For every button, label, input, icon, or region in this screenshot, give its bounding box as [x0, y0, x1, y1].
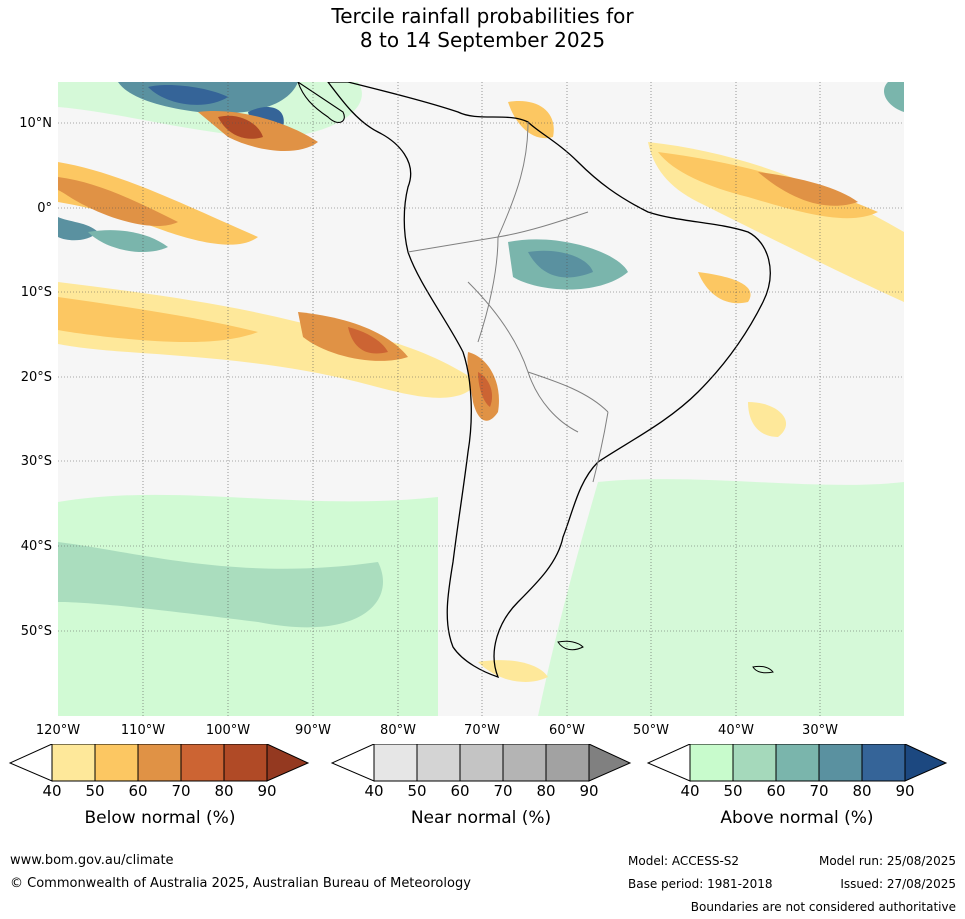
- lon-label-90w: 90°W: [295, 723, 331, 738]
- cbar-above-title: Above normal (%): [720, 808, 874, 828]
- cbar-above-tick-90: 90: [895, 782, 915, 800]
- cbar-above-tick-80: 80: [852, 782, 872, 800]
- footer-issued: Issued: 27/08/2025: [840, 877, 956, 891]
- lon-label-70w: 70°W: [464, 723, 500, 738]
- lat-label-10n: 10°N: [19, 116, 52, 131]
- graticule: [58, 82, 904, 716]
- lat-label-0: 0°: [37, 201, 52, 216]
- cbar-below-tick-90: 90: [257, 782, 277, 800]
- south-america-coastline: [327, 82, 771, 679]
- below-normal-equatorial-pacific: [58, 162, 258, 245]
- lon-label-60w: 60°W: [549, 723, 585, 738]
- cbar-above-tick-40: 40: [680, 782, 700, 800]
- cbar-below-tick-50: 50: [85, 782, 105, 800]
- above-normal-south-atlantic: [538, 479, 904, 716]
- lat-label-40s: 40°S: [20, 539, 52, 554]
- footer-model-run: Model run: 25/08/2025: [818, 854, 956, 868]
- cbar-near-tick-80: 80: [536, 782, 556, 800]
- cbar-above-tick-70: 70: [809, 782, 829, 800]
- footer-website: www.bom.gov.au/climate: [10, 853, 174, 868]
- lon-label-50w: 50°W: [633, 723, 669, 738]
- lon-label-30w: 30°W: [802, 723, 838, 738]
- cbar-near-tick-70: 70: [493, 782, 513, 800]
- lon-label-120w: 120°W: [35, 723, 81, 738]
- cbar-near-tick-40: 40: [364, 782, 384, 800]
- lon-label-110w: 110°W: [120, 723, 166, 738]
- cbar-below-tick-70: 70: [171, 782, 191, 800]
- colorbar-near-normal: [330, 744, 632, 782]
- lat-label-20s: 20°S: [20, 370, 52, 385]
- lon-label-100w: 100°W: [205, 723, 251, 738]
- cbar-below-title: Below normal (%): [84, 808, 236, 828]
- colorbar-above-normal: [646, 744, 948, 782]
- cbar-above-tick-60: 60: [766, 782, 786, 800]
- lon-label-80w: 80°W: [380, 723, 416, 738]
- footer-disclaimer: Boundaries are not considered authoritat…: [690, 900, 956, 914]
- lon-label-40w: 40°W: [718, 723, 754, 738]
- cbar-above-tick-50: 50: [723, 782, 743, 800]
- lat-label-10s: 10°S: [20, 285, 52, 300]
- lat-label-50s: 50°S: [20, 624, 52, 639]
- cbar-below-tick-80: 80: [214, 782, 234, 800]
- lat-label-30s: 30°S: [20, 454, 52, 469]
- title-line-1: Tercile rainfall probabilities for: [331, 4, 634, 28]
- footer-model: Model: ACCESS-S2: [628, 854, 740, 868]
- map-title: Tercile rainfall probabilities for 8 to …: [0, 4, 965, 52]
- colorbar-below-normal: [8, 744, 310, 782]
- footer-base-period: Base period: 1981-2018: [628, 877, 773, 891]
- cbar-near-tick-90: 90: [579, 782, 599, 800]
- cbar-near-title: Near normal (%): [410, 808, 552, 828]
- cbar-near-tick-60: 60: [450, 782, 470, 800]
- above-normal-south-pacific-core: [58, 542, 383, 628]
- title-line-2: 8 to 14 September 2025: [359, 28, 606, 52]
- map-svg: [58, 82, 904, 716]
- footer-copyright: © Commonwealth of Australia 2025, Austra…: [10, 876, 471, 891]
- below-normal-southeast-pacific: [58, 282, 478, 398]
- cbar-below-tick-60: 60: [128, 782, 148, 800]
- rainfall-probability-map: [58, 82, 904, 716]
- cbar-near-tick-50: 50: [407, 782, 427, 800]
- cbar-below-tick-40: 40: [42, 782, 62, 800]
